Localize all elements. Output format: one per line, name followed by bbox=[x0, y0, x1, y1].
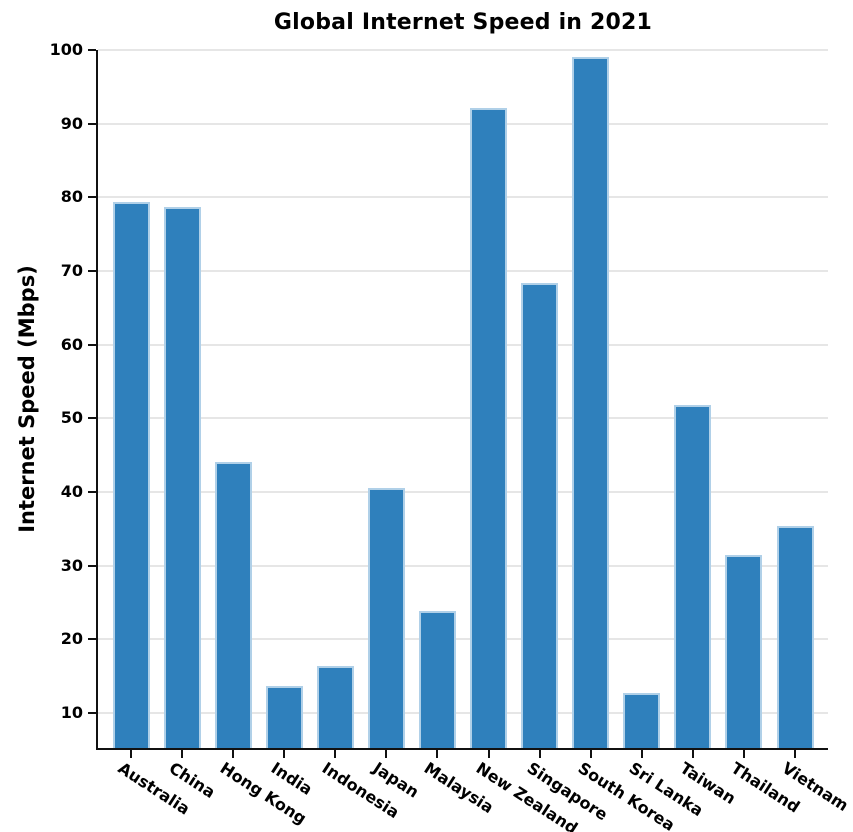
y-axis bbox=[96, 50, 98, 750]
gridline-80 bbox=[98, 196, 828, 199]
x-tick-mark-indonesia bbox=[334, 750, 337, 758]
y-tick-label-20: 20 bbox=[60, 629, 83, 649]
gridline-10 bbox=[98, 712, 828, 714]
bar-japan bbox=[367, 487, 405, 748]
y-tick-mark-10 bbox=[88, 712, 96, 714]
x-tick-mark-japan bbox=[385, 750, 388, 758]
y-tick-label-40: 40 bbox=[60, 482, 83, 501]
plot-area bbox=[98, 49, 828, 748]
x-tick-mark-sri-lanka bbox=[640, 750, 643, 758]
y-tick-label-50: 50 bbox=[60, 408, 83, 428]
x-tick-mark-thailand bbox=[742, 750, 745, 758]
bar-malaysia bbox=[418, 610, 456, 748]
gridline-50 bbox=[98, 417, 828, 420]
y-tick-label-100: 100 bbox=[49, 40, 83, 59]
bar-sri-lanka bbox=[623, 693, 661, 748]
y-tick-mark-30 bbox=[88, 564, 96, 567]
x-tick-mark-singapore bbox=[538, 750, 541, 758]
x-tick-mark-india bbox=[283, 750, 286, 758]
gridline-70 bbox=[98, 270, 828, 272]
y-tick-mark-40 bbox=[88, 491, 96, 493]
x-tick-mark-vietnam bbox=[794, 750, 796, 758]
x-tick-mark-south-korea bbox=[589, 750, 592, 758]
gridline-30 bbox=[98, 564, 828, 567]
bar-hong-kong bbox=[214, 461, 252, 748]
x-tick-mark-hong-kong bbox=[232, 750, 235, 758]
chart-title: Global Internet Speed in 2021 bbox=[273, 10, 653, 35]
x-tick-mark-taiwan bbox=[691, 750, 694, 758]
y-tick-mark-90 bbox=[88, 122, 96, 125]
x-axis bbox=[96, 748, 828, 750]
gridline-20 bbox=[98, 638, 828, 641]
bar-india bbox=[265, 686, 303, 748]
y-tick-label-70: 70 bbox=[60, 261, 83, 280]
y-tick-label-60: 60 bbox=[60, 334, 83, 354]
y-tick-label-10: 10 bbox=[60, 703, 83, 722]
gridline-100 bbox=[98, 49, 828, 51]
bar-thailand bbox=[725, 554, 763, 748]
bar-south-korea bbox=[572, 56, 610, 748]
gridline-60 bbox=[98, 343, 828, 346]
bar-indonesia bbox=[316, 665, 354, 748]
bar-singapore bbox=[521, 282, 559, 748]
y-tick-mark-50 bbox=[88, 417, 96, 420]
bar-vietnam bbox=[776, 525, 814, 748]
y-tick-mark-70 bbox=[88, 270, 96, 272]
x-tick-mark-new-zealand bbox=[487, 750, 490, 758]
y-tick-mark-60 bbox=[88, 343, 96, 346]
x-tick-mark-malaysia bbox=[436, 750, 439, 758]
bar-taiwan bbox=[674, 405, 712, 748]
x-tick-mark-china bbox=[181, 750, 184, 758]
bar-new-zealand bbox=[470, 108, 508, 748]
y-tick-mark-80 bbox=[88, 196, 96, 199]
y-tick-label-80: 80 bbox=[60, 187, 83, 207]
gridline-40 bbox=[98, 491, 828, 493]
bar-australia bbox=[112, 202, 150, 748]
bar-china bbox=[163, 206, 201, 748]
x-tick-mark-australia bbox=[130, 750, 132, 758]
y-tick-mark-20 bbox=[88, 638, 96, 641]
gridline-90 bbox=[98, 122, 828, 125]
y-tick-mark-100 bbox=[88, 49, 96, 51]
y-tick-label-30: 30 bbox=[60, 555, 83, 575]
y-tick-label-90: 90 bbox=[60, 113, 83, 133]
